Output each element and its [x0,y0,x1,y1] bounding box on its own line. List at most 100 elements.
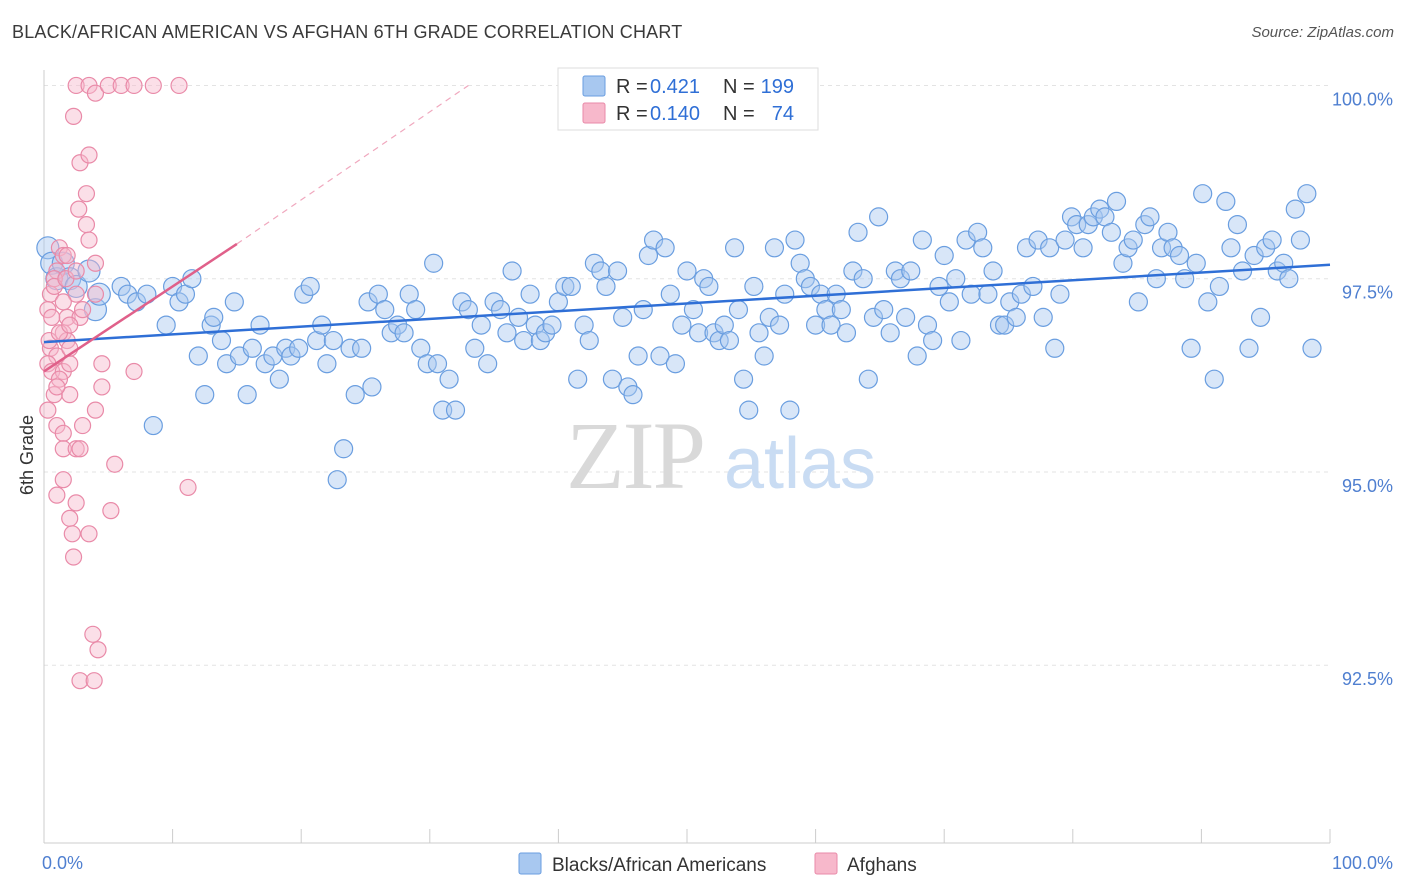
point-blacks [111,276,131,297]
axes [43,70,1331,844]
point-blacks [874,300,894,320]
legend-swatch-afghans [582,102,606,124]
point-afghans [67,440,85,458]
point-blacks [643,230,664,250]
point-afghans [67,285,85,303]
legend-r-label-1: R = [616,76,648,98]
point-blacks [424,253,444,273]
point-blacks [831,300,851,320]
point-blacks [250,315,270,335]
point-blacks [1227,215,1248,235]
point-blacks [1239,338,1259,358]
point-afghans [73,416,92,435]
point-blacks [156,315,176,335]
point-afghans [64,548,83,566]
point-afghans [144,76,162,95]
point-blacks [1262,230,1282,250]
point-afghans [48,486,66,504]
point-afghans [39,301,57,319]
legend-n-value-2: 74 [772,103,794,125]
point-afghans [48,378,66,396]
point-blacks [780,400,800,420]
point-blacks [724,238,745,258]
point-blacks [1163,238,1183,258]
point-blacks [1290,230,1311,250]
point-afghans [54,424,72,442]
point-afghans [61,386,79,404]
point-blacks [1181,338,1201,358]
point-blacks [956,230,976,250]
point-blacks [427,354,448,374]
point-blacks [1193,184,1213,204]
point-blacks [759,307,779,327]
point-blacks [934,245,954,266]
point-blacks [358,292,378,312]
point-blacks [294,284,314,304]
point-blacks [896,307,916,327]
point-blacks [1146,269,1166,289]
point-blacks [1186,253,1206,273]
legend-n-value-1: 199 [761,76,794,98]
point-afghans [54,246,72,265]
point-blacks [1250,307,1271,327]
point-blacks [561,276,581,297]
point-blacks [514,330,534,351]
point-afghans [54,440,72,458]
point-afghans [73,301,92,319]
point-afghans [170,76,188,95]
point-blacks [638,245,659,266]
point-blacks [714,315,734,335]
point-blacks [1040,238,1060,258]
point-blacks [677,261,697,281]
point-blacks [317,354,337,374]
y-tick-label: 100.0% [1332,89,1393,109]
point-afghans [39,401,57,419]
point-blacks [1045,338,1065,358]
point-blacks [471,315,491,335]
point-blacks [169,292,189,312]
point-blacks [502,261,522,281]
point-afghans [64,107,83,125]
top-legend: R = 0.421 N = 199 R = 0.140 N = 74 [557,67,819,131]
point-afghans [54,293,72,311]
point-blacks [858,369,878,389]
point-afghans [93,355,111,373]
point-blacks [775,284,795,304]
point-blacks [821,315,841,335]
point-blacks [352,338,372,358]
point-blacks [242,338,262,358]
point-blacks [613,307,633,327]
point-blacks [579,330,599,351]
point-blacks [769,315,790,335]
y-axis-title: 6th Grade [17,415,37,495]
point-afghans [86,401,105,419]
point-blacks [1113,253,1133,273]
point-blacks [754,346,774,366]
point-blacks [951,330,971,351]
point-afghans [125,362,143,381]
point-blacks [805,315,826,335]
point-blacks [394,323,414,343]
point-blacks [224,292,244,312]
point-blacks [843,261,863,281]
point-blacks [591,261,611,281]
point-afghans [86,254,105,272]
point-blacks [1169,245,1190,266]
point-blacks [836,323,857,343]
point-blacks [672,315,692,335]
point-afghans [77,216,96,234]
point-blacks [1028,230,1048,250]
point-blacks [484,292,504,312]
point-blacks [655,238,675,258]
point-afghans [85,672,103,690]
bottom-legend-swatch-afghans [814,852,838,875]
point-afghans [67,76,85,95]
point-afghans [61,316,79,334]
point-blacks [478,354,498,374]
point-blacks [83,298,108,322]
point-blacks [1279,269,1299,289]
bottom-legend: Blacks/African Americans Afghans [518,852,917,876]
point-blacks [1128,292,1148,312]
point-blacks [739,400,759,420]
